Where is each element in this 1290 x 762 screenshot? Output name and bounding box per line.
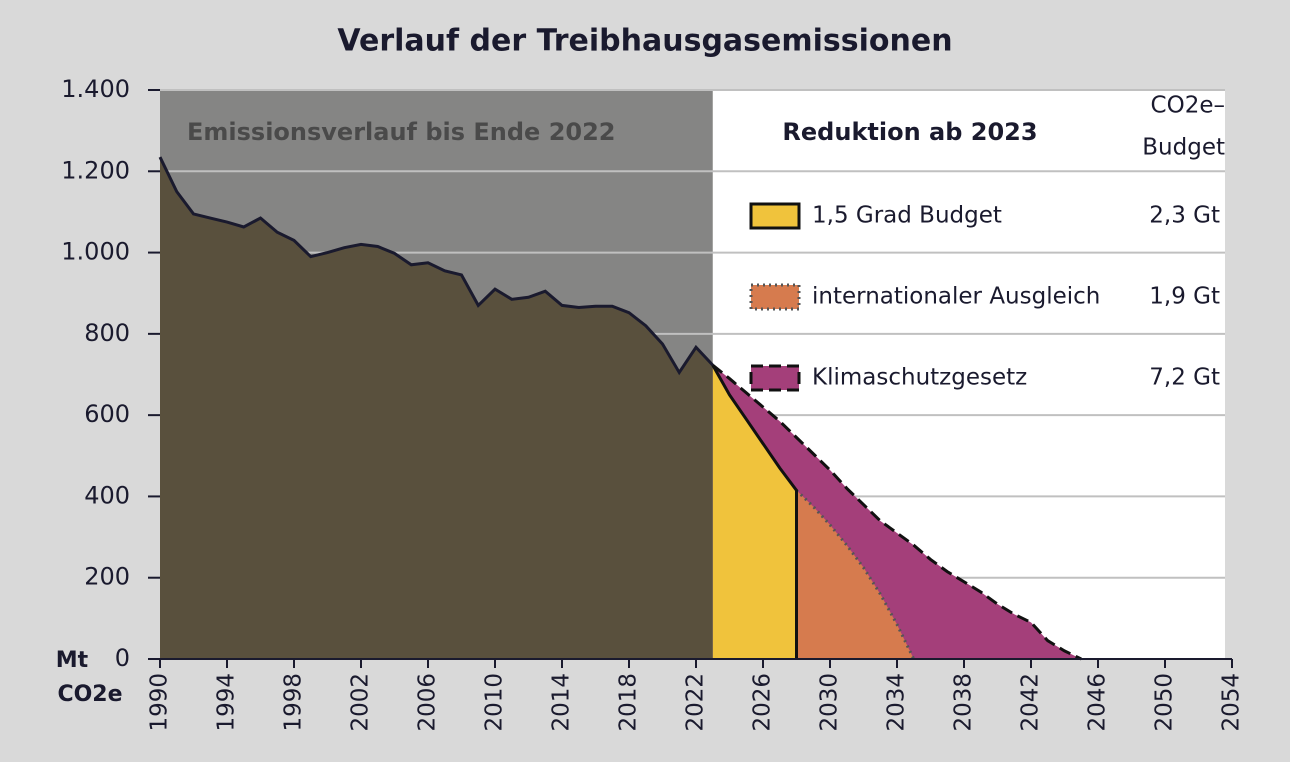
x-tick-label: 2014 (549, 673, 575, 732)
x-tick-label: 2038 (951, 673, 977, 732)
budget-header: CO2e– (1151, 93, 1225, 119)
budget-header: Budget (1142, 135, 1225, 161)
x-tick-label: 1998 (281, 673, 307, 732)
y-tick-label: 400 (84, 481, 130, 509)
x-tick-label: 2022 (683, 673, 709, 732)
x-tick-label: 1994 (214, 673, 240, 732)
legend-swatch (749, 283, 801, 311)
legend-label: internationaler Ausgleich (812, 284, 1100, 310)
x-tick-label: 2042 (1018, 673, 1044, 732)
legend-swatch (749, 202, 801, 230)
y-tick-label: 1.400 (61, 75, 130, 103)
x-tick-label: 2050 (1152, 673, 1178, 732)
line (795, 489, 916, 660)
area (712, 365, 797, 659)
y-tick-label: 200 (84, 563, 130, 591)
legend-budget: 2,3 Gt (1149, 203, 1220, 229)
legend-title: Reduktion ab 2023 (782, 118, 1037, 146)
legend-budget: 1,9 Gt (1149, 284, 1220, 310)
y-tick-label: 1.000 (61, 238, 130, 266)
x-tick-label: 2018 (616, 673, 642, 732)
chart-title: Verlauf der Treibhausgasemissionen (337, 24, 952, 59)
x-tick-label: 2034 (884, 673, 910, 732)
area (796, 490, 914, 659)
y-tick-label: 600 (84, 400, 130, 428)
x-tick-label: 2030 (817, 673, 843, 732)
line (711, 363, 1082, 661)
x-tick-label: 2046 (1085, 673, 1111, 732)
x-tick-label: 2010 (482, 673, 508, 732)
y-unit: CO2e (57, 682, 122, 707)
area (160, 157, 713, 659)
legend-label: 1,5 Grad Budget (812, 203, 1002, 229)
line (158, 156, 714, 376)
x-tick-label: 1990 (147, 673, 173, 732)
y-tick-label: 0 (115, 644, 130, 672)
x-tick-label: 2006 (415, 673, 441, 732)
legend-label: Klimaschutzgesetz (812, 365, 1027, 391)
y-tick-label: 800 (84, 319, 130, 347)
legend-swatch (749, 364, 801, 392)
legend-budget: 7,2 Gt (1149, 365, 1220, 391)
y-tick-label: 1.200 (61, 156, 130, 184)
x-tick-label: 2054 (1219, 673, 1245, 732)
x-tick-label: 2026 (750, 673, 776, 732)
line (711, 364, 798, 659)
y-unit: Mt (56, 648, 89, 673)
area-label: Emissionsverlauf bis Ende 2022 (187, 118, 615, 146)
x-tick-label: 2002 (348, 673, 374, 732)
